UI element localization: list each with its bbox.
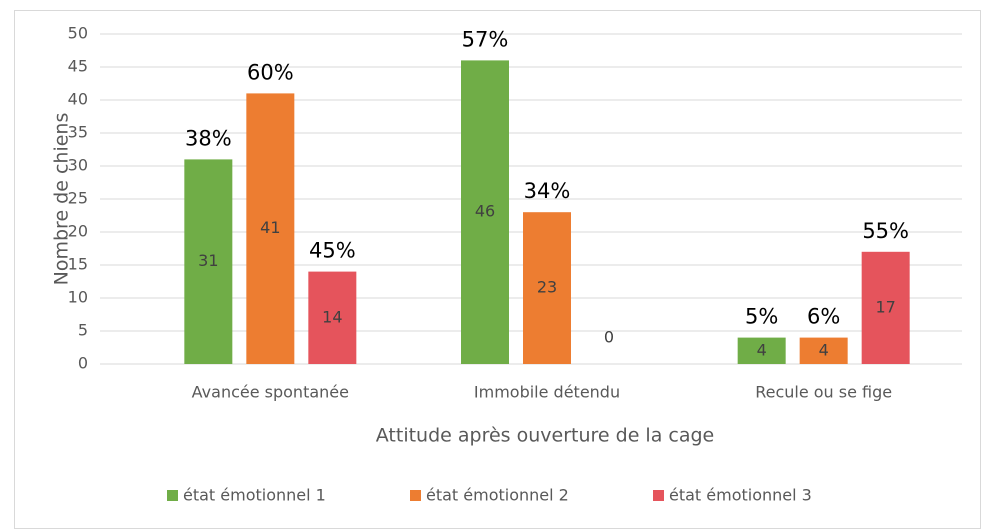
value-label: 23 (537, 278, 557, 297)
legend-swatch (410, 490, 421, 501)
y-tick-label: 35 (68, 123, 88, 142)
value-label: 0 (604, 328, 614, 347)
percent-label: 5% (745, 305, 778, 329)
y-tick-label: 0 (78, 354, 88, 373)
legend-swatch (167, 490, 178, 501)
value-label: 41 (260, 218, 280, 237)
legend-label: état émotionnel 2 (426, 486, 569, 505)
legend-swatch (653, 490, 664, 501)
bar (523, 212, 571, 364)
bar (184, 159, 233, 364)
percent-label: 60% (247, 60, 294, 84)
percent-label: 55% (862, 219, 909, 243)
y-tick-label: 10 (68, 288, 88, 307)
percent-label: 6% (807, 305, 840, 329)
bar (737, 337, 786, 364)
percent-label: 45% (309, 239, 356, 263)
x-axis-title: Attitude après ouverture de la cage (376, 425, 714, 447)
bar (246, 93, 295, 365)
value-label: 4 (819, 340, 829, 359)
percent-label: 38% (185, 126, 232, 150)
y-tick-label: 25 (68, 189, 88, 208)
y-tick-label: 50 (68, 24, 88, 43)
bar (461, 60, 509, 365)
y-tick-label: 30 (68, 156, 88, 175)
value-label: 14 (322, 307, 342, 326)
x-tick-label: Recule ou se fige (755, 383, 892, 402)
bar (861, 251, 910, 364)
bar (308, 271, 357, 364)
value-label: 46 (475, 202, 495, 221)
x-tick-label: Immobile détendu (474, 383, 620, 402)
y-tick-label: 15 (68, 255, 88, 274)
value-label: 31 (198, 251, 218, 270)
value-label: 17 (875, 297, 895, 316)
value-label: 4 (757, 340, 767, 359)
y-tick-label: 40 (68, 90, 88, 109)
percent-label: 34% (524, 179, 571, 203)
percent-label: 57% (462, 27, 509, 51)
y-axis-title: Nombre de chiens (51, 113, 73, 286)
y-tick-label: 20 (68, 222, 88, 241)
y-tick-label: 5 (78, 321, 88, 340)
x-tick-label: Avancée spontanée (192, 383, 349, 402)
legend-label: état émotionnel 1 (183, 486, 326, 505)
legend-label: état émotionnel 3 (669, 486, 812, 505)
bar (799, 337, 848, 364)
y-tick-label: 45 (68, 57, 88, 76)
